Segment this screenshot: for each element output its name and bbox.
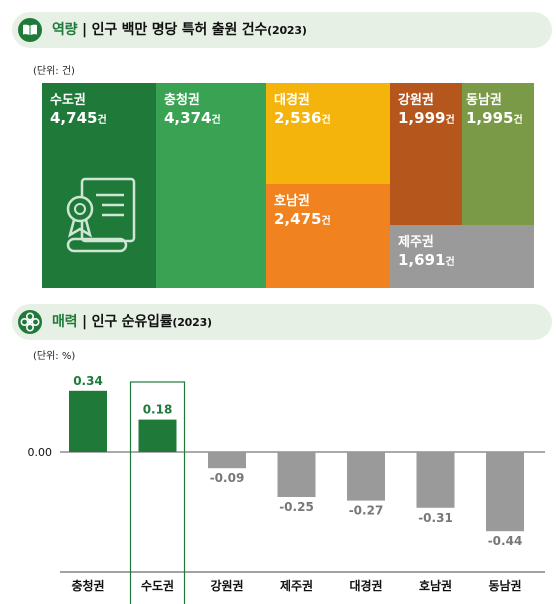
section-title-capacity: 역량 | 인구 백만 명당 특허 출원 건수(2023) [52, 12, 307, 48]
bar [486, 452, 524, 531]
section-header-attraction: 매력 | 인구 순유입률(2023) [12, 304, 552, 340]
title-main: 인구 순유입률 [92, 314, 173, 330]
tile-name: 강원권 [398, 89, 434, 108]
tile-value: 2,536건 [274, 109, 331, 127]
book-icon [18, 18, 42, 42]
bar-value-label: -0.25 [279, 500, 314, 514]
net-inflow-bar-chart: 0.00 0.34 충청권 0.18 수도권 -0.09 강원권 -0.25 제주권 -0.27 대… [0, 360, 556, 604]
title-year: (2023) [172, 316, 211, 329]
category-label: 호남권 [419, 578, 452, 593]
tile-name: 충청권 [164, 89, 200, 108]
tile-value: 1,691건 [398, 251, 455, 269]
title-accent: 매력 [52, 314, 77, 330]
bar [347, 452, 385, 501]
bar-value-label: -0.44 [488, 534, 523, 548]
bar-value-label: 0.34 [73, 374, 103, 388]
tile-name: 동남권 [466, 89, 502, 108]
bar-value-label: -0.09 [210, 471, 245, 485]
certificate-scroll-icon [52, 169, 148, 265]
bar-value-label: 0.18 [143, 403, 173, 417]
treemap-tile-daegyeong: 대경권 2,536건 [266, 83, 390, 184]
category-label: 수도권 [141, 579, 174, 593]
tile-value: 1,995건 [466, 109, 523, 127]
treemap-tile-dongnam: 동남권 1,995건 [462, 83, 534, 225]
category-label: 충청권 [71, 578, 104, 593]
title-separator: | [77, 314, 91, 330]
tile-value: 2,475건 [274, 210, 331, 228]
tile-name: 제주권 [398, 231, 434, 250]
tile-value: 1,999건 [398, 109, 455, 127]
bar [417, 452, 455, 508]
category-label: 동남권 [488, 578, 521, 593]
section-header-capacity: 역량 | 인구 백만 명당 특허 출원 건수(2023) [12, 12, 552, 48]
section-title-attraction: 매력 | 인구 순유입률(2023) [52, 304, 212, 340]
bar [69, 391, 107, 452]
patent-treemap: 수도권 4,745건 충청권 4,374건 대경권 2,536건 호남권 2,4… [42, 83, 534, 288]
title-main: 인구 백만 명당 특허 출원 건수 [92, 22, 268, 38]
bar [278, 452, 316, 497]
unit-label-capacity: (단위: 건) [33, 62, 75, 77]
category-label: 대경권 [349, 579, 382, 593]
treemap-tile-chungcheong: 충청권 4,374건 [156, 83, 266, 288]
title-accent: 역량 [52, 22, 77, 38]
tile-value: 4,374건 [164, 109, 221, 127]
treemap-tile-jeju: 제주권 1,691건 [390, 225, 534, 288]
zero-tick-label: 0.00 [28, 446, 53, 459]
tile-name: 대경권 [274, 89, 310, 108]
tile-name: 수도권 [50, 89, 86, 108]
bar-value-label: -0.27 [349, 504, 384, 518]
bar-value-label: -0.31 [418, 511, 453, 525]
treemap-tile-sudogwon: 수도권 4,745건 [42, 83, 156, 288]
title-separator: | [77, 22, 91, 38]
treemap-tile-gangwon: 강원권 1,999건 [390, 83, 462, 225]
treemap-tile-honam: 호남권 2,475건 [266, 184, 390, 288]
tile-value: 4,745건 [50, 109, 107, 127]
bar [139, 420, 177, 452]
flower-icon [18, 310, 42, 334]
title-year: (2023) [267, 24, 306, 37]
category-label: 강원권 [210, 579, 243, 593]
tile-name: 호남권 [274, 190, 310, 209]
bar [208, 452, 246, 468]
category-label: 제주권 [280, 579, 313, 593]
